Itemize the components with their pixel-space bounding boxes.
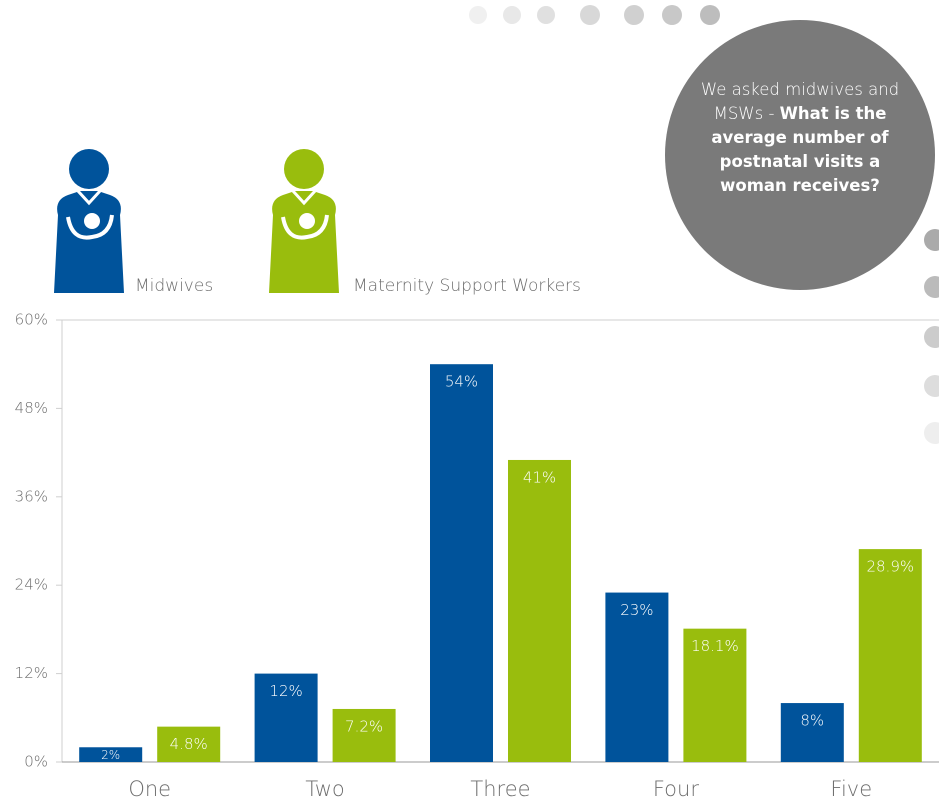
y-tick-label: 24% <box>15 576 48 594</box>
legend-icon <box>269 149 339 293</box>
bar <box>254 673 318 762</box>
y-tick-label: 60% <box>15 311 48 329</box>
value-label: 8% <box>800 712 824 730</box>
icon-arms <box>66 214 114 240</box>
bar <box>780 703 844 762</box>
x-tick-label: Four <box>653 777 699 801</box>
value-label: 4.8% <box>170 735 208 753</box>
icon-baby <box>299 213 315 229</box>
value-label: 2% <box>101 748 120 762</box>
x-tick-label: Two <box>305 777 344 801</box>
y-tick-label: 12% <box>15 664 48 682</box>
bar <box>508 459 571 762</box>
value-label: 23% <box>620 601 653 619</box>
annotation: We asked midwives and MSWs - What is the… <box>690 78 910 198</box>
legend-icon <box>54 149 124 293</box>
y-tick-label: 36% <box>15 487 48 505</box>
x-tick-label: Five <box>830 777 872 801</box>
value-label: 41% <box>523 468 556 486</box>
bar <box>858 549 922 762</box>
annotation-bubble <box>665 20 935 290</box>
icon-body <box>269 191 339 293</box>
icon-collar <box>76 189 102 206</box>
legend-label: Maternity Support Workers <box>353 276 581 296</box>
legend-label: Midwives <box>135 276 213 296</box>
icon-arms <box>281 214 329 240</box>
x-tick-label: One <box>128 777 171 801</box>
y-tick-label: 0% <box>24 753 48 771</box>
icon-collar <box>291 189 317 206</box>
bar <box>157 726 221 762</box>
bar <box>683 628 747 762</box>
bar <box>79 747 143 762</box>
value-label: 18.1% <box>691 637 739 655</box>
icon-baby <box>84 213 100 229</box>
value-label: 12% <box>269 682 302 700</box>
bar <box>332 708 396 762</box>
bar <box>430 364 493 762</box>
bar <box>605 592 669 762</box>
value-label: 28.9% <box>866 558 914 576</box>
icon-head <box>284 149 324 189</box>
annotation-text: We asked midwives and MSWs - <box>700 80 900 123</box>
value-label: 7.2% <box>345 717 383 735</box>
annotation-bold: What is the average number of postnatal … <box>711 104 889 195</box>
y-tick-label: 48% <box>15 399 48 417</box>
value-label: 54% <box>445 373 478 391</box>
decor-dots <box>469 5 939 444</box>
icon-head <box>69 149 109 189</box>
x-tick-label: Three <box>470 777 530 801</box>
icon-body <box>54 191 124 293</box>
